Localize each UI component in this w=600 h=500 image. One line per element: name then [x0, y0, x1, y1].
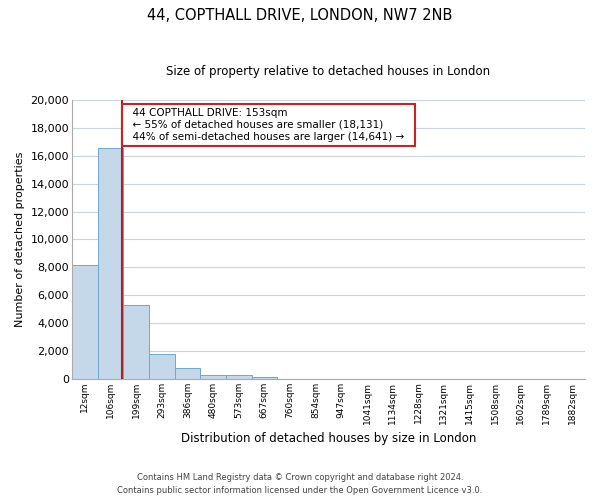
X-axis label: Distribution of detached houses by size in London: Distribution of detached houses by size … — [181, 432, 476, 445]
Text: Contains HM Land Registry data © Crown copyright and database right 2024.
Contai: Contains HM Land Registry data © Crown c… — [118, 474, 482, 495]
Bar — [175, 368, 200, 379]
Bar — [123, 305, 149, 379]
Bar — [226, 375, 251, 379]
Bar — [251, 376, 277, 379]
Text: 44, COPTHALL DRIVE, LONDON, NW7 2NB: 44, COPTHALL DRIVE, LONDON, NW7 2NB — [148, 8, 452, 22]
Bar — [200, 374, 226, 379]
Y-axis label: Number of detached properties: Number of detached properties — [15, 152, 25, 327]
Bar — [98, 148, 123, 379]
Bar — [72, 265, 98, 379]
Title: Size of property relative to detached houses in London: Size of property relative to detached ho… — [166, 65, 491, 78]
Text: 44 COPTHALL DRIVE: 153sqm
  ← 55% of detached houses are smaller (18,131)
  44% : 44 COPTHALL DRIVE: 153sqm ← 55% of detac… — [126, 108, 410, 142]
Bar — [149, 354, 175, 379]
